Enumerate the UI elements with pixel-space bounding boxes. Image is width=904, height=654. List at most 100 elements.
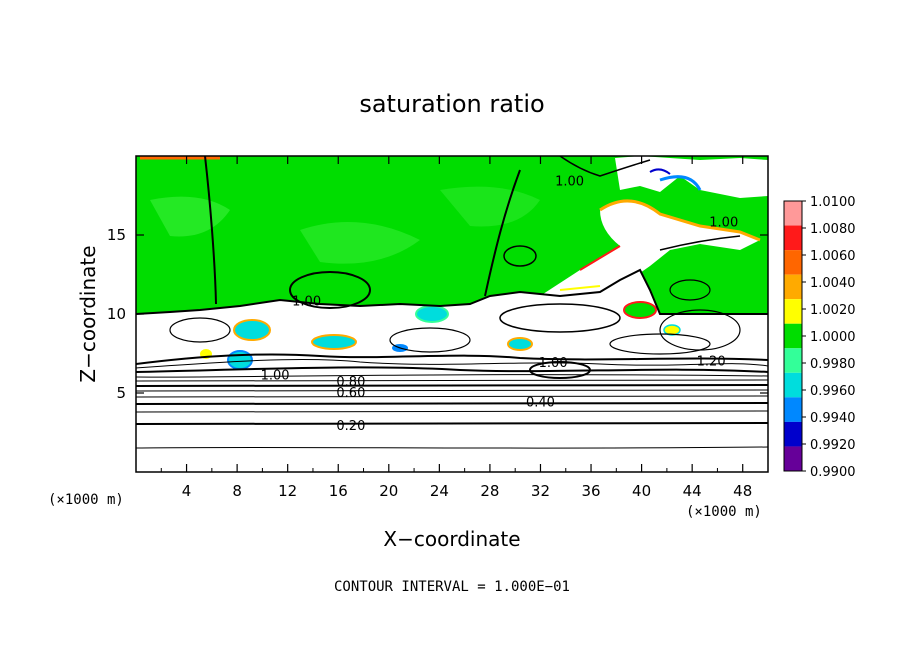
contour-label: 0.40	[526, 395, 555, 410]
colorbar-label: 0.9980	[810, 357, 856, 372]
contour-line	[559, 156, 651, 177]
x-tick-label: 40	[632, 482, 651, 500]
contour-lines	[136, 156, 768, 449]
y-tick-label: 15	[107, 226, 126, 244]
colorbar-label: 1.0100	[810, 195, 856, 210]
cloud-patch	[623, 301, 657, 319]
contour-labels: 1.00 1.00 1.00 1.00 1.00 1.20 0.800.60 0.40 0.20	[261, 174, 739, 434]
contour-label: 1.00	[292, 294, 321, 309]
colorbar-label: 1.0080	[810, 222, 856, 237]
colorbar-swatch	[784, 421, 802, 447]
colorbar-swatch	[784, 372, 802, 398]
colorbar-label: 0.9940	[810, 411, 856, 426]
contour-line	[136, 384, 768, 387]
colorbar: 1.0100 1.0080 1.0060 1.0040 1.0020 1.0000 0.99…	[783, 195, 856, 480]
y-axis-label: Z−coordinate	[76, 245, 100, 382]
contour-line	[484, 169, 521, 297]
plume-edge	[649, 168, 671, 175]
y-tick-label: 10	[107, 305, 126, 323]
cloud-patch	[233, 319, 271, 341]
x-tick-label: 36	[581, 482, 600, 500]
x-tick-label: 28	[480, 482, 499, 500]
contour-line	[169, 317, 231, 343]
contour-label: 0.80	[336, 375, 365, 390]
contour-line	[136, 446, 768, 449]
colorbar-label: 1.0060	[810, 249, 856, 264]
x-tick-label: 4	[182, 482, 192, 500]
colorbar-swatch	[784, 299, 802, 324]
x-tick-label: 24	[430, 482, 449, 500]
x-tick-label: 48	[733, 482, 752, 500]
cloud-patch	[311, 334, 357, 350]
plume-edge	[559, 285, 601, 291]
plume-edge	[599, 199, 761, 242]
contour-interval-note: CONTOUR INTERVAL = 1.000E−01	[334, 579, 570, 595]
colorbar-swatch	[784, 397, 802, 422]
field-patch	[440, 186, 540, 227]
contour-line	[669, 279, 711, 301]
colorbar-swatch	[784, 446, 802, 471]
upper-clear-region	[615, 156, 768, 198]
contour-line	[136, 389, 768, 392]
contour-line	[659, 235, 741, 251]
x-axis-label: X−coordinate	[383, 527, 520, 551]
contour-line	[204, 156, 217, 305]
contour-label: 1.00	[261, 369, 290, 384]
contour-line	[136, 410, 768, 413]
contour-line	[503, 245, 537, 267]
contour-line	[136, 353, 768, 365]
colorbar-label: 1.0000	[810, 330, 856, 345]
contour-line	[136, 422, 768, 425]
colorbar-swatch	[784, 348, 802, 373]
contour-line	[136, 395, 768, 398]
cloud-patch	[663, 324, 681, 336]
colorbar-swatch	[784, 274, 802, 300]
colorbar-label: 1.0040	[810, 276, 856, 291]
contour-line	[499, 303, 621, 333]
contour-line	[136, 366, 768, 373]
contour-line	[136, 359, 768, 369]
y-tick-label: 5	[116, 384, 126, 402]
contour-line	[529, 361, 591, 379]
colorbar-swatch	[784, 323, 802, 349]
y-axis-unit: (×1000 m)	[48, 492, 124, 508]
x-tick-label: 8	[232, 482, 242, 500]
contour-line	[136, 268, 768, 315]
contour-line	[609, 333, 711, 355]
contour-label: 0.60	[336, 386, 365, 401]
contour-label: 1.20	[697, 354, 726, 369]
contour-line	[136, 402, 768, 405]
x-tick-label: 12	[278, 482, 297, 500]
contour-label: 0.20	[336, 419, 365, 434]
y-axis: 5 10 15	[107, 226, 768, 402]
colorbar-swatch	[784, 225, 802, 251]
contour-line	[389, 327, 471, 353]
colorbar-swatch	[784, 250, 802, 275]
colorbar-swatch	[784, 201, 802, 226]
cloud-patch	[415, 305, 449, 323]
chart-title: saturation ratio	[359, 90, 544, 118]
cloud-patch	[507, 337, 533, 351]
field-patch	[300, 222, 420, 264]
contour-label: 1.00	[709, 215, 738, 230]
plume-edge	[659, 175, 702, 191]
colorbar-label: 0.9920	[810, 438, 856, 453]
x-axis-unit: (×1000 m)	[686, 504, 762, 520]
contour-label: 1.00	[555, 174, 584, 189]
x-tick-label: 16	[329, 482, 348, 500]
plume-region	[540, 200, 760, 300]
contour-line	[136, 379, 768, 382]
plume-edge	[579, 245, 621, 271]
saturation-field: 1.00 1.00 1.00 1.00 1.00 1.20 0.800.60 0.40 0.20	[136, 156, 768, 472]
colorbar-label: 0.9900	[810, 465, 856, 480]
colorbar-label: 1.0020	[810, 303, 856, 318]
contour-label: 1.00	[539, 356, 568, 371]
cloud-patch	[227, 350, 253, 370]
colorbar-label: 0.9960	[810, 384, 856, 399]
contour-line	[136, 374, 768, 378]
x-tick-label: 44	[683, 482, 702, 500]
x-tick-label: 20	[379, 482, 398, 500]
x-axis: 4 8 12 16 20 24 28 32 36 40 44 48	[160, 156, 752, 500]
x-tick-label: 32	[531, 482, 550, 500]
